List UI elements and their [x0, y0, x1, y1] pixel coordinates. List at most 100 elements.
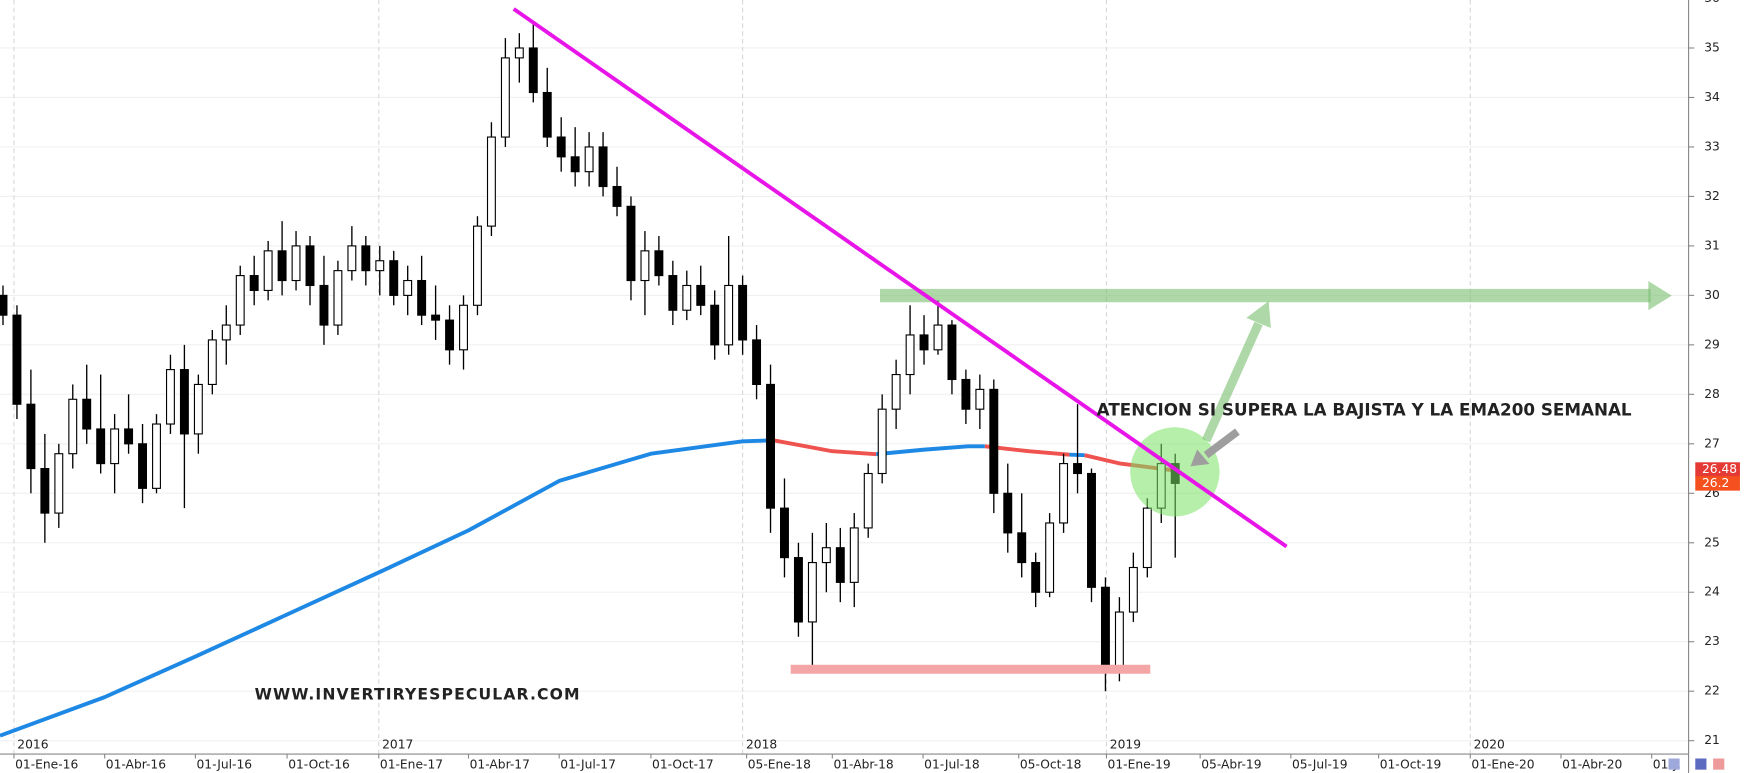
y-tick-label: 30: [1704, 288, 1720, 302]
candle-body: [640, 250, 650, 282]
x-tick-label: 01-Jul-17: [560, 758, 616, 772]
candle-body: [361, 245, 371, 272]
candle-body: [179, 369, 189, 435]
y-tick-label: 24: [1704, 585, 1720, 599]
candle-body: [347, 245, 357, 272]
candle-body: [710, 304, 720, 346]
x-tick-label: 01-Ene-20: [1471, 758, 1534, 772]
candle-body: [780, 507, 789, 559]
candle-body: [96, 428, 106, 465]
year-label: 2016: [17, 738, 48, 752]
candle-body: [500, 57, 510, 138]
candle-body: [793, 557, 803, 623]
candle-body: [947, 324, 957, 381]
x-tick-label: 01-Oct-16: [288, 758, 350, 772]
candle-body: [556, 136, 566, 158]
annotation: ATENCION SI SUPERA LA BAJISTA Y LA EMA20…: [1097, 399, 1632, 419]
y-tick-label: 23: [1704, 634, 1720, 648]
candle-body: [54, 453, 64, 514]
x-tick-label: 01-Jul-18: [924, 758, 980, 772]
candle-body: [863, 472, 873, 529]
toolbar-icon[interactable]: [1713, 758, 1725, 770]
candle-body: [305, 245, 315, 287]
x-tick-label: 01-Ene-19: [1108, 758, 1171, 772]
candle-body: [110, 428, 120, 465]
ema-segment: [773, 438, 877, 457]
candle-body: [152, 423, 161, 489]
price-label: 26.48: [1702, 462, 1737, 476]
candle-body: [389, 260, 399, 296]
candle-body: [807, 562, 817, 623]
y-tick-label: 34: [1704, 90, 1720, 104]
candle-body: [598, 146, 608, 188]
candle-body: [249, 275, 259, 291]
up-arrow-head: [1246, 301, 1271, 328]
toolbar-icon[interactable]: [1668, 758, 1680, 770]
candle-body: [417, 279, 427, 316]
candle-body: [1100, 586, 1110, 672]
candle-body: [752, 339, 762, 385]
x-tick-label: 01-Jul-16: [196, 758, 252, 772]
price-label: 26.2: [1702, 476, 1729, 490]
x-tick-label: 01-Abr-17: [470, 758, 530, 772]
candle-body: [235, 275, 245, 326]
candle-body: [472, 225, 482, 306]
candle-body: [1073, 463, 1083, 475]
x-tick-label: 01-Abr-16: [106, 758, 166, 772]
candle-body: [724, 284, 734, 346]
candle-body: [445, 319, 455, 351]
y-tick-label: 32: [1704, 189, 1720, 203]
ema-segment: [984, 444, 1070, 457]
candle-body: [682, 284, 692, 311]
candle-body: [849, 527, 859, 583]
candle-body: [961, 378, 971, 410]
y-tick-label: 25: [1704, 535, 1720, 549]
candle-body: [1017, 532, 1027, 564]
candle-body: [528, 47, 538, 94]
candle-body: [403, 279, 413, 296]
y-tick-label: 36: [1704, 0, 1720, 5]
candle-body: [766, 383, 775, 509]
candle-body: [1031, 562, 1041, 593]
x-tick-label: 01-Oct-17: [652, 758, 714, 772]
ema-segment: [876, 444, 985, 457]
candle-body: [891, 373, 901, 410]
x-tick-label: 01-Abr-18: [833, 758, 893, 772]
year-label: 2020: [1474, 738, 1505, 752]
year-label: 2017: [382, 738, 413, 752]
candle-body: [1059, 463, 1069, 524]
candle-body: [263, 250, 273, 291]
candle-body: [221, 324, 231, 341]
candle-body: [12, 314, 22, 405]
highlight-circle: [1130, 427, 1220, 517]
candle-body: [835, 547, 845, 583]
candle-body: [291, 245, 301, 282]
y-tick-label: 22: [1704, 684, 1720, 698]
x-tick-label: 05-Jul-19: [1292, 758, 1348, 772]
y-tick-label: 31: [1704, 238, 1720, 252]
candle-body: [626, 205, 636, 282]
downtrend-line: [512, 7, 1288, 549]
candle-body: [124, 428, 134, 445]
watermark: WWW.INVERTIRYESPECULAR.COM: [255, 685, 581, 703]
y-tick-label: 33: [1704, 139, 1720, 153]
candle-body: [612, 185, 622, 207]
y-tick-label: 28: [1704, 387, 1720, 401]
candle-body: [1087, 472, 1096, 588]
candle-body: [668, 275, 678, 311]
target-arrow-head: [1648, 281, 1672, 311]
candle-body: [319, 284, 329, 326]
candle-body: [542, 91, 552, 138]
candle-body: [1142, 507, 1152, 569]
year-label: 2019: [1110, 738, 1141, 752]
x-tick-label: 01-Ene-17: [380, 758, 443, 772]
toolbar-icon[interactable]: [1695, 758, 1707, 770]
candle-body: [333, 270, 343, 326]
pointer-arrow: [1203, 428, 1240, 459]
candle-body: [138, 443, 148, 489]
x-tick-label: 05-Ene-18: [748, 758, 811, 772]
candle-body: [82, 398, 92, 430]
candle-body: [486, 136, 496, 227]
